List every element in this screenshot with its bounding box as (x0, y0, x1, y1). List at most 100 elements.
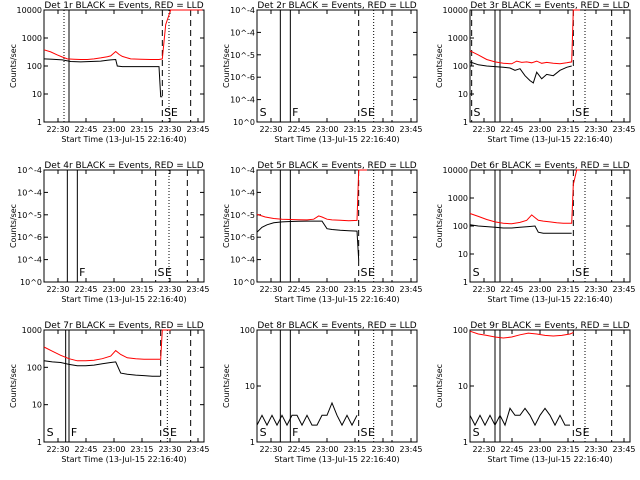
y-tick-label: 10^-4 (17, 188, 42, 197)
y-tick-label: 10^-4 (230, 96, 255, 105)
y-tick-label: 1 (37, 118, 42, 127)
y-tick-label: 1 (463, 278, 468, 287)
marker-label-s: S (361, 106, 368, 119)
y-tick-label: 1000 (22, 326, 42, 335)
marker-label-s: S (361, 426, 368, 439)
y-tick-label: 10^-4 (230, 166, 255, 175)
x-tick-label: 23:15 (343, 445, 366, 454)
x-tick-label: 23:45 (186, 445, 209, 454)
y-tick-label: 10000 (443, 6, 468, 15)
plot-frame (256, 9, 418, 123)
x-tick-label: 23:45 (186, 285, 209, 294)
y-tick-label: 10^0 (233, 278, 255, 287)
x-tick-label: 23:45 (399, 445, 422, 454)
chart-panel-1: Det 1r BLACK = Events, RED = LLD 1 10 100 10… (9, 1, 210, 144)
x-tick-label: 23:15 (343, 125, 366, 134)
series-line-lld (469, 169, 580, 225)
x-tick-label: 23:45 (612, 285, 635, 294)
marker-label-e: E (368, 426, 375, 439)
y-axis-label: Counts/sec (9, 364, 18, 408)
marker-label-s: S (473, 266, 480, 279)
y-tick-label: 10^-5 (230, 211, 255, 220)
y-tick-label: 10^-6 (17, 233, 42, 242)
y-tick-label: 10 (32, 90, 42, 99)
x-tick-label: 23:30 (158, 125, 181, 134)
y-axis-label: Counts/sec (9, 44, 18, 88)
y-tick-label: 100 (453, 326, 468, 335)
y-tick-label: 10000 (443, 166, 468, 175)
y-tick-label: 1 (463, 118, 468, 127)
x-tick-label: 22:30 (46, 285, 69, 294)
x-tick-label: 22:30 (472, 285, 495, 294)
marker-label-f: F (71, 426, 77, 439)
marker-label-s: S (575, 106, 582, 119)
chart-panel-6: Det 6r BLACK = Events, RED = LLD 1 10 100 10… (435, 161, 636, 304)
y-tick-label: 100 (27, 62, 42, 71)
x-tick-label: 23:15 (130, 445, 153, 454)
x-tick-label: 22:30 (46, 445, 69, 454)
y-tick-label: 10^-5 (230, 51, 255, 60)
x-tick-label: 23:30 (158, 445, 181, 454)
x-axis-label: Start Time (13-Jul-15 22:16:40) (487, 455, 612, 464)
x-tick-label: 23:30 (371, 285, 394, 294)
y-tick-label: 100 (453, 62, 468, 71)
x-tick-label: 23:45 (399, 285, 422, 294)
x-tick-label: 23:00 (528, 125, 551, 134)
y-axis-label: Counts/sec (435, 364, 444, 408)
marker-label-s: S (575, 426, 582, 439)
y-tick-label: 1000 (448, 194, 468, 203)
y-tick-label: 1 (37, 438, 42, 447)
marker-label-e: E (583, 426, 590, 439)
x-tick-label: 23:45 (612, 445, 635, 454)
series-line-lld (256, 169, 367, 222)
plot-frame (43, 329, 205, 443)
marker-label-e: E (165, 266, 172, 279)
plot-frame (256, 329, 418, 443)
marker-label-s: S (260, 106, 267, 119)
panel-title: Det 2r BLACK = Events, RED = LLD (257, 1, 416, 11)
chart-panel-7: Det 7r BLACK = Events, RED = LLD 1 10 100 10… (9, 321, 210, 464)
x-tick-label: 22:45 (287, 445, 310, 454)
y-tick-label: 10 (458, 90, 468, 99)
x-tick-label: 22:45 (287, 285, 310, 294)
y-tick-label: 100 (27, 363, 42, 372)
plot-frame (43, 9, 205, 123)
y-axis-label: Counts/sec (435, 204, 444, 248)
marker-label-e: E (368, 106, 375, 119)
plot-frame (43, 169, 205, 283)
y-tick-label: 100 (453, 222, 468, 231)
y-axis-label: Counts/sec (222, 364, 231, 408)
y-tick-label: 10^-4 (230, 256, 255, 265)
x-tick-label: 23:45 (186, 125, 209, 134)
series-line-events (469, 407, 570, 427)
marker-label-e: E (170, 426, 177, 439)
marker-label-e: E (583, 106, 590, 119)
x-tick-label: 23:30 (158, 285, 181, 294)
x-tick-label: 23:15 (556, 445, 579, 454)
panel-title: Det 4r BLACK = Events, RED = LLD (44, 161, 203, 171)
y-tick-label: 10^-4 (230, 188, 255, 197)
marker-label-s: S (473, 426, 480, 439)
x-tick-label: 22:30 (259, 285, 282, 294)
x-tick-label: 23:30 (371, 125, 394, 134)
y-axis-label: Counts/sec (435, 44, 444, 88)
x-tick-label: 23:00 (102, 285, 125, 294)
x-tick-label: 22:45 (287, 125, 310, 134)
x-tick-label: 22:45 (500, 445, 523, 454)
y-tick-label: 1000 (22, 34, 42, 43)
y-axis-label: Counts/sec (222, 44, 231, 88)
x-tick-label: 22:30 (472, 125, 495, 134)
x-tick-label: 23:45 (612, 125, 635, 134)
series-line-lld (469, 330, 574, 339)
y-tick-label: 10^0 (233, 118, 255, 127)
marker-label-s: S (47, 426, 54, 439)
marker-label-e: E (171, 106, 178, 119)
y-axis-label: Counts/sec (222, 204, 231, 248)
y-tick-label: 10^-4 (230, 28, 255, 37)
marker-label-e: E (583, 266, 590, 279)
x-tick-label: 23:00 (102, 125, 125, 134)
panel-title: Det 7r BLACK = Events, RED = LLD (44, 321, 203, 331)
marker-label-f: F (292, 106, 298, 119)
chart-panel-5: Det 5r BLACK = Events, RED = LLD 10^0 10^-… (222, 161, 423, 304)
